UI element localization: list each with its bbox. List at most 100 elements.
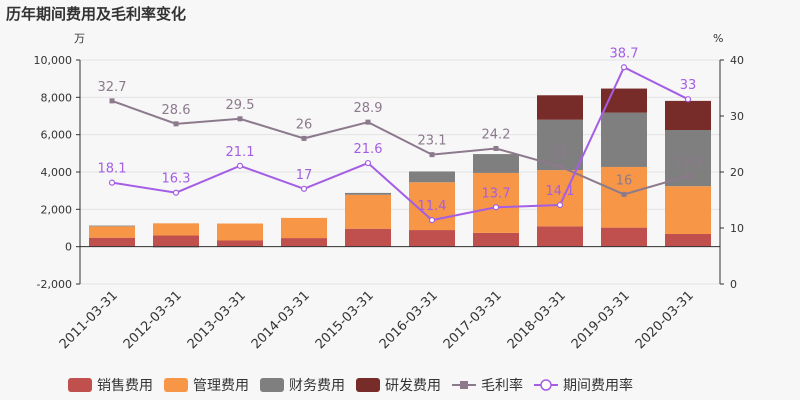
bar-segment — [89, 225, 135, 227]
bar-segment — [345, 194, 391, 229]
bar-segment — [665, 233, 711, 247]
right-axis-tick-label: 30 — [730, 110, 744, 123]
data-label: 21.1 — [226, 145, 255, 160]
right-axis-unit: % — [713, 32, 723, 45]
data-label: 24.2 — [482, 127, 511, 142]
data-point — [429, 152, 435, 158]
legend-label: 期间费用率 — [563, 377, 633, 394]
data-point — [365, 119, 371, 125]
data-label: 18.1 — [98, 162, 127, 177]
x-axis-tick-label: 2017-03-31 — [441, 288, 505, 352]
bar-segment — [601, 112, 647, 167]
data-label: 28.6 — [162, 103, 191, 118]
data-point — [557, 163, 563, 169]
series-line-gross-margin — [111, 99, 689, 196]
legend-label: 销售费用 — [97, 378, 153, 394]
data-label: 29.5 — [226, 98, 255, 113]
bar-segment — [537, 95, 583, 120]
bar-segment — [537, 170, 583, 227]
chart-title: 历年期间费用及毛利率变化 — [6, 5, 186, 23]
x-axis-tick-label: 2013-03-31 — [185, 288, 249, 352]
bar-segment — [665, 186, 711, 234]
bar-segment — [537, 226, 583, 247]
series-line-expense-ratio — [111, 65, 689, 222]
data-label: 16 — [616, 173, 633, 188]
data-point — [685, 173, 691, 179]
bar-segment — [89, 226, 135, 238]
data-label: 11.4 — [418, 199, 447, 214]
legend-swatch — [356, 378, 380, 392]
x-axis-tick-label: 2020-03-31 — [633, 288, 697, 352]
data-point — [300, 185, 308, 192]
data-label: 21.6 — [354, 142, 383, 157]
x-axis-tick-label: 2014-03-31 — [249, 288, 313, 352]
legend-marker — [540, 379, 552, 391]
data-point — [493, 145, 499, 151]
data-point — [492, 204, 500, 211]
data-point — [428, 217, 436, 224]
legend-swatch — [164, 378, 188, 392]
data-point — [108, 179, 116, 186]
legend-swatch — [68, 378, 92, 392]
data-point — [684, 96, 692, 103]
right-axis-tick-label: 20 — [730, 166, 744, 179]
bar-segment — [153, 235, 199, 247]
left-axis-tick-label: 0 — [65, 241, 72, 254]
legend-marker — [460, 381, 468, 389]
x-axis-tick-label: 2019-03-31 — [569, 288, 633, 352]
bar-segment — [153, 223, 199, 236]
data-label: 14.1 — [546, 184, 575, 199]
data-label: 32.7 — [98, 80, 127, 95]
data-point — [621, 191, 627, 197]
x-axis-tick-label: 2015-03-31 — [313, 288, 377, 352]
bar-segment — [345, 192, 391, 195]
left-axis-tick-label: -2,000 — [37, 278, 72, 291]
data-label: 16.3 — [162, 172, 191, 187]
left-axis-tick-label: 4,000 — [41, 166, 73, 179]
bar-segment — [217, 240, 263, 247]
right-axis-tick-label: 10 — [730, 222, 744, 235]
x-axis-tick-label: 2012-03-31 — [121, 288, 185, 352]
legend-swatch — [260, 378, 284, 392]
x-axis-tick-label: 2016-03-31 — [377, 288, 441, 352]
lines — [108, 64, 692, 224]
bar-segment — [89, 237, 135, 247]
bar-segment — [281, 238, 327, 247]
left-axis-tick-label: 6,000 — [41, 129, 73, 142]
x-axis-tick-label: 2018-03-31 — [505, 288, 569, 352]
data-point — [364, 159, 372, 167]
bar-segment — [409, 171, 455, 183]
data-point — [301, 135, 307, 141]
data-label: 17 — [296, 168, 313, 183]
bar-segment — [601, 166, 647, 228]
data-label: 19.3 — [674, 155, 703, 170]
bar-segment — [473, 172, 519, 233]
left-axis-unit: 万 — [74, 32, 85, 45]
data-point — [556, 201, 564, 209]
data-point — [173, 121, 179, 127]
legend: 销售费用 管理费用 财务费用 研发费用 毛利率 期间费用率 — [68, 377, 633, 394]
data-label: 28.9 — [354, 101, 383, 116]
legend-label: 财务费用 — [289, 378, 345, 394]
left-axis-tick-label: 8,000 — [41, 91, 73, 104]
data-point — [620, 64, 628, 71]
data-point — [172, 189, 180, 196]
bar-segment — [345, 228, 391, 247]
left-axis-tick-label: 2,000 — [41, 203, 73, 216]
data-labels: 32.7 28.6 29.5 26 28.9 23.1 24.2 21 16 19.3 18.1 16… — [98, 46, 703, 214]
right-axis-tick-label: 40 — [730, 54, 744, 67]
data-label: 26 — [296, 117, 313, 132]
legend-label: 毛利率 — [481, 377, 523, 394]
data-label: 38.7 — [610, 46, 639, 61]
data-label: 13.7 — [482, 186, 511, 201]
data-point — [236, 162, 244, 169]
bar-segment — [409, 230, 455, 247]
bar-segment — [473, 232, 519, 247]
bar-segment — [281, 217, 327, 239]
x-axis-tick-label: 2011-03-31 — [57, 288, 121, 352]
right-axis-tick-label: 0 — [730, 278, 737, 291]
data-point — [237, 116, 243, 122]
bar-segment — [217, 223, 263, 241]
left-axis-tick-label: 10,000 — [34, 54, 73, 67]
